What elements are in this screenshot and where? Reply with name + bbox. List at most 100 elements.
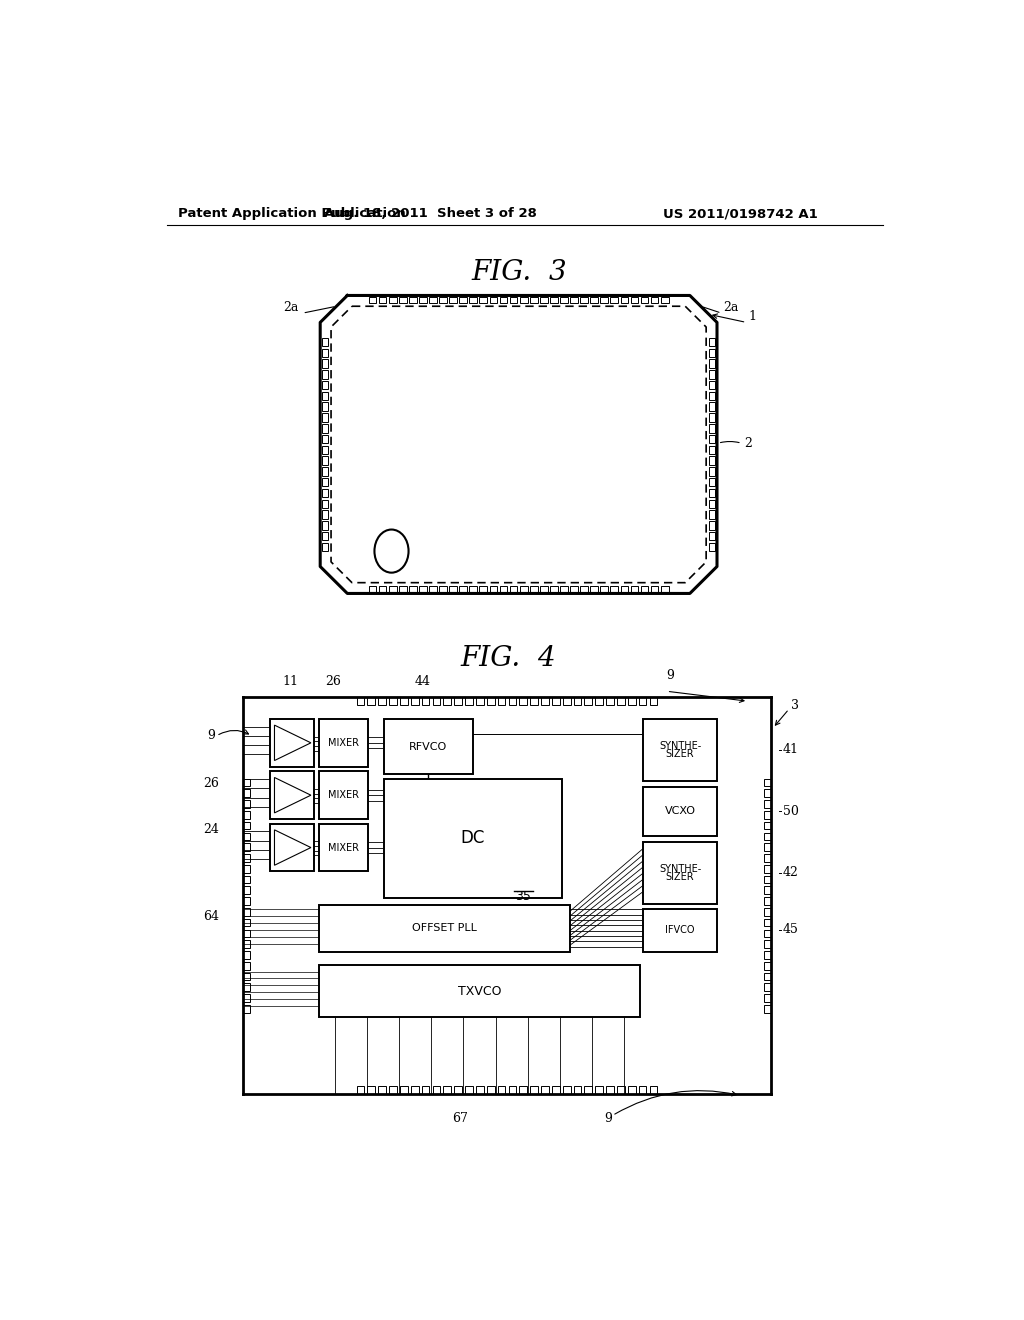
Bar: [764, 952, 771, 958]
Bar: [429, 297, 437, 304]
Bar: [649, 1086, 657, 1094]
Bar: [455, 697, 462, 705]
Bar: [540, 297, 548, 304]
Bar: [510, 297, 517, 304]
Bar: [243, 822, 251, 829]
Bar: [476, 1086, 483, 1094]
Bar: [409, 586, 417, 591]
Bar: [573, 697, 582, 705]
Bar: [243, 962, 251, 970]
Bar: [628, 697, 636, 705]
Bar: [641, 297, 648, 304]
Bar: [422, 697, 429, 705]
Text: Aug. 18, 2011  Sheet 3 of 28: Aug. 18, 2011 Sheet 3 of 28: [324, 207, 537, 220]
Bar: [560, 586, 568, 591]
Text: 41: 41: [783, 743, 799, 756]
Bar: [460, 586, 467, 591]
Bar: [617, 697, 625, 705]
Bar: [243, 865, 251, 873]
Bar: [243, 789, 251, 797]
Bar: [243, 800, 251, 808]
Bar: [469, 297, 477, 304]
Bar: [529, 586, 538, 591]
Bar: [322, 359, 328, 368]
Bar: [322, 488, 328, 498]
Bar: [243, 854, 251, 862]
Bar: [270, 771, 314, 818]
Bar: [400, 697, 408, 705]
Bar: [379, 297, 386, 304]
Bar: [764, 929, 771, 937]
Bar: [389, 297, 396, 304]
Bar: [621, 586, 629, 591]
Bar: [469, 586, 477, 591]
Bar: [649, 697, 657, 705]
Bar: [764, 822, 771, 829]
Bar: [439, 297, 446, 304]
Bar: [384, 719, 473, 775]
Text: TXVCO: TXVCO: [458, 985, 501, 998]
Bar: [641, 586, 648, 591]
Bar: [606, 697, 614, 705]
Bar: [710, 478, 716, 487]
Bar: [465, 697, 473, 705]
Bar: [530, 697, 538, 705]
Text: FIG.  4: FIG. 4: [460, 645, 556, 672]
Bar: [243, 994, 251, 1002]
Bar: [322, 511, 328, 519]
Bar: [764, 810, 771, 818]
Bar: [322, 403, 328, 411]
Bar: [639, 697, 646, 705]
Text: SIZER: SIZER: [666, 748, 694, 759]
Bar: [650, 586, 658, 591]
Bar: [710, 446, 716, 454]
Bar: [595, 1086, 603, 1094]
Bar: [322, 392, 328, 400]
Bar: [710, 499, 716, 508]
Bar: [319, 719, 369, 767]
Polygon shape: [274, 725, 311, 760]
Bar: [243, 940, 251, 948]
Bar: [270, 824, 314, 871]
Bar: [764, 800, 771, 808]
Bar: [540, 586, 548, 591]
Bar: [322, 521, 328, 529]
Bar: [595, 697, 603, 705]
Bar: [560, 297, 568, 304]
Bar: [243, 810, 251, 818]
Text: 26: 26: [204, 777, 219, 791]
Bar: [610, 297, 618, 304]
Bar: [432, 1086, 440, 1094]
Bar: [476, 697, 483, 705]
Text: 9: 9: [604, 1111, 612, 1125]
Bar: [243, 973, 251, 981]
Bar: [378, 1086, 386, 1094]
Bar: [764, 789, 771, 797]
Bar: [465, 1086, 473, 1094]
Bar: [710, 532, 716, 540]
Bar: [610, 586, 618, 591]
Bar: [411, 1086, 419, 1094]
Bar: [489, 586, 498, 591]
Bar: [710, 348, 716, 358]
Bar: [400, 1086, 408, 1094]
Bar: [520, 586, 527, 591]
Text: 45: 45: [783, 924, 799, 936]
Bar: [368, 1086, 375, 1094]
Bar: [541, 697, 549, 705]
Bar: [710, 488, 716, 498]
Bar: [500, 586, 507, 591]
Bar: [243, 779, 251, 787]
Bar: [322, 478, 328, 487]
Bar: [710, 543, 716, 552]
Bar: [764, 865, 771, 873]
Bar: [243, 875, 251, 883]
Bar: [243, 983, 251, 991]
Bar: [590, 297, 598, 304]
Text: 2: 2: [744, 437, 752, 450]
Text: 64: 64: [204, 911, 219, 924]
Text: DC: DC: [461, 829, 485, 847]
Bar: [764, 962, 771, 970]
Bar: [322, 413, 328, 422]
Bar: [509, 697, 516, 705]
